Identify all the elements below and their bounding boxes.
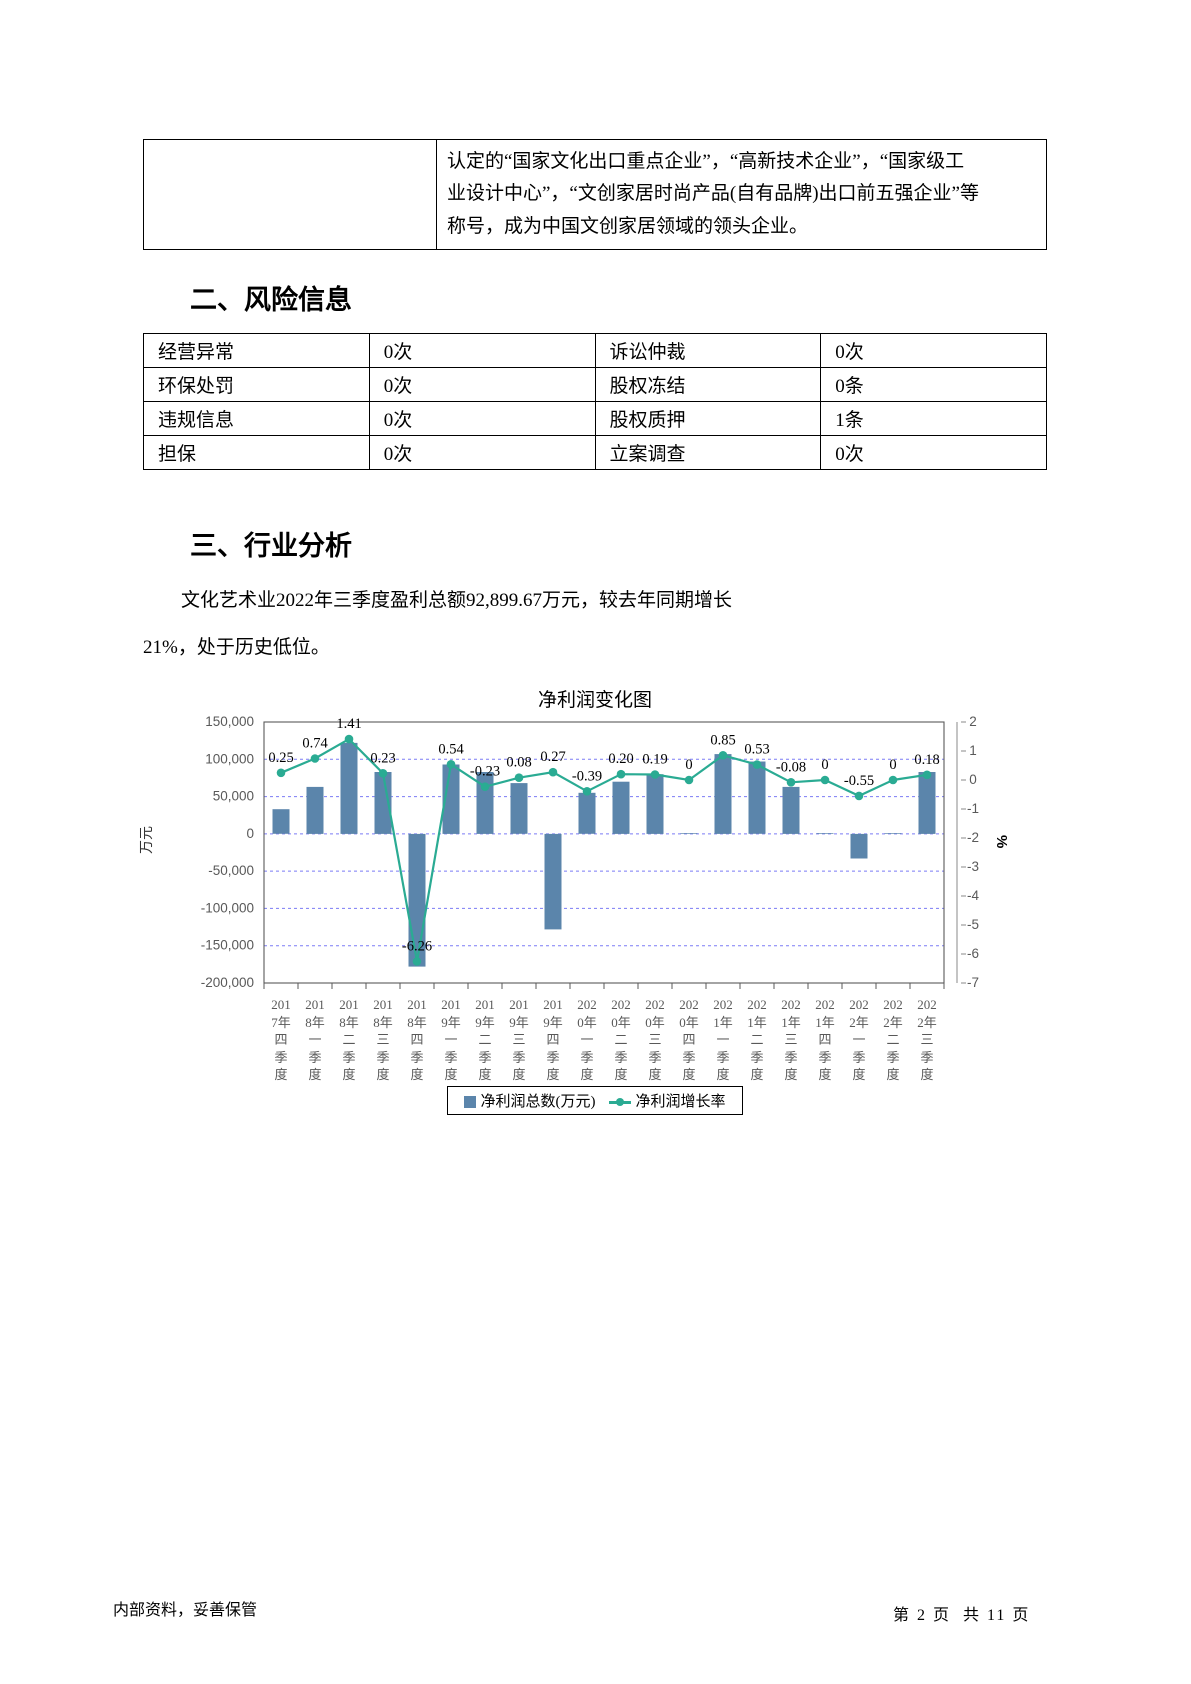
svg-text:-0.55: -0.55: [844, 773, 874, 789]
svg-text:-2: -2: [967, 830, 979, 845]
svg-text:-6: -6: [967, 946, 979, 961]
svg-text:100,000: 100,000: [205, 751, 254, 766]
svg-text:0.53: 0.53: [744, 742, 769, 758]
svg-text:-150,000: -150,000: [201, 938, 254, 953]
svg-text:0: 0: [246, 826, 254, 841]
svg-text:0.08: 0.08: [506, 755, 531, 771]
svg-text:0.74: 0.74: [302, 736, 328, 752]
svg-text:0.25: 0.25: [268, 750, 293, 766]
svg-text:0.18: 0.18: [914, 752, 939, 768]
svg-text:-6.26: -6.26: [402, 939, 432, 955]
svg-text:50,000: 50,000: [213, 789, 254, 804]
svg-text:-200,000: -200,000: [201, 975, 254, 990]
svg-text:0.27: 0.27: [540, 749, 565, 765]
svg-text:0: 0: [889, 757, 896, 773]
svg-text:-5: -5: [967, 917, 979, 932]
svg-text:0: 0: [685, 757, 692, 773]
svg-text:-0.08: -0.08: [776, 759, 806, 775]
svg-text:0.85: 0.85: [710, 732, 735, 748]
svg-text:-0.39: -0.39: [572, 768, 602, 784]
svg-text:-50,000: -50,000: [208, 863, 254, 878]
svg-text:1: 1: [969, 743, 977, 758]
svg-text:-4: -4: [967, 888, 979, 903]
svg-text:-100,000: -100,000: [201, 900, 254, 915]
svg-text:150,000: 150,000: [205, 714, 254, 729]
svg-text:0: 0: [821, 757, 828, 773]
svg-text:1.41: 1.41: [336, 716, 361, 732]
svg-text:-1: -1: [967, 801, 979, 816]
svg-text:-0.23: -0.23: [470, 764, 500, 780]
svg-text:-3: -3: [967, 859, 979, 874]
svg-text:0.20: 0.20: [608, 751, 633, 767]
svg-text:0.19: 0.19: [642, 752, 667, 768]
svg-text:2: 2: [969, 714, 977, 729]
svg-text:0.23: 0.23: [370, 750, 395, 766]
svg-text:0: 0: [969, 772, 977, 787]
svg-text:-7: -7: [967, 975, 979, 990]
svg-text:0.54: 0.54: [438, 741, 464, 757]
